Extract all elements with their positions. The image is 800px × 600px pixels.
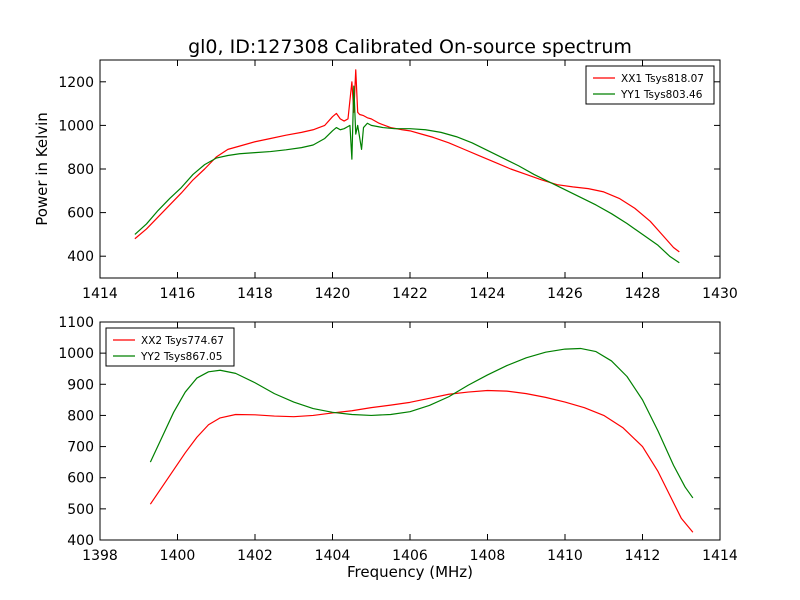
top-x-tick-label: 1428	[625, 286, 661, 302]
top-legend-label-2: YY1 Tsys803.46	[620, 89, 703, 101]
bottom-x-tick-label: 1408	[470, 548, 506, 564]
bottom-x-tick-label: 1402	[237, 548, 273, 564]
top-x-tick-label: 1430	[702, 286, 738, 302]
bottom-x-tick-label: 1412	[625, 548, 661, 564]
top-x-tick-label: 1420	[315, 286, 351, 302]
top-x-tick-label: 1418	[237, 286, 273, 302]
x-axis-label: Frequency (MHz)	[347, 563, 473, 581]
bottom-y-tick-label: 500	[67, 502, 94, 518]
top-series-line-2	[134, 85, 680, 264]
bottom-x-tick-label: 1406	[392, 548, 428, 564]
bottom-x-tick-label: 1400	[160, 548, 196, 564]
top-y-axis-label: Power in Kelvin	[33, 112, 51, 226]
bottom-x-tick-label: 1404	[315, 548, 351, 564]
top-y-tick-label: 1200	[58, 75, 94, 91]
bottom-series-line-1	[149, 389, 694, 533]
bottom-x-tick-label: 1414	[702, 548, 738, 564]
bottom-legend-label-1: XX2 Tsys774.67	[141, 335, 224, 347]
bottom-legend-box	[105, 327, 235, 367]
bottom-y-tick-label: 700	[67, 440, 94, 456]
top-y-tick-label: 800	[67, 162, 94, 178]
top-y-tick-label: 1000	[58, 118, 94, 134]
top-y-tick-label: 600	[67, 206, 94, 222]
bottom-x-tick-label: 1398	[82, 548, 118, 564]
top-legend-label-1: XX1 Tsys818.07	[621, 73, 704, 85]
bottom-x-tick-label: 1410	[547, 548, 583, 564]
bottom-y-tick-label: 400	[67, 533, 94, 549]
top-x-tick-label: 1426	[547, 286, 583, 302]
top-legend-box	[585, 65, 715, 105]
bottom-y-tick-label: 1100	[58, 315, 94, 331]
bottom-plot: 1398 1400 1402 1404 1406 1408 1410 1412 1414 400 5…	[58, 315, 738, 564]
figure-title: gl0, ID:127308 Calibrated On-source spec…	[188, 36, 632, 58]
bottom-y-tick-label: 800	[67, 408, 94, 424]
bottom-legend: XX2 Tsys774.67 YY2 Tsys867.05	[105, 327, 235, 367]
top-x-tick-label: 1424	[470, 286, 506, 302]
bottom-y-tick-label: 1000	[58, 346, 94, 362]
top-series-line-1	[134, 69, 680, 253]
bottom-series-line-2	[149, 347, 694, 499]
bottom-y-tick-label: 600	[67, 471, 94, 487]
top-legend: XX1 Tsys818.07 YY1 Tsys803.46	[585, 65, 715, 105]
top-y-tick-label: 400	[67, 249, 94, 265]
bottom-legend-label-2: YY2 Tsys867.05	[140, 351, 222, 363]
top-plot: 1414 1416 1418 1420 1422 1424 1426 1428 1430 400 6…	[33, 59, 738, 302]
top-x-tick-label: 1414	[82, 286, 118, 302]
bottom-y-tick-label: 900	[67, 377, 94, 393]
top-x-tick-label: 1422	[392, 286, 428, 302]
top-x-tick-label: 1416	[160, 286, 196, 302]
